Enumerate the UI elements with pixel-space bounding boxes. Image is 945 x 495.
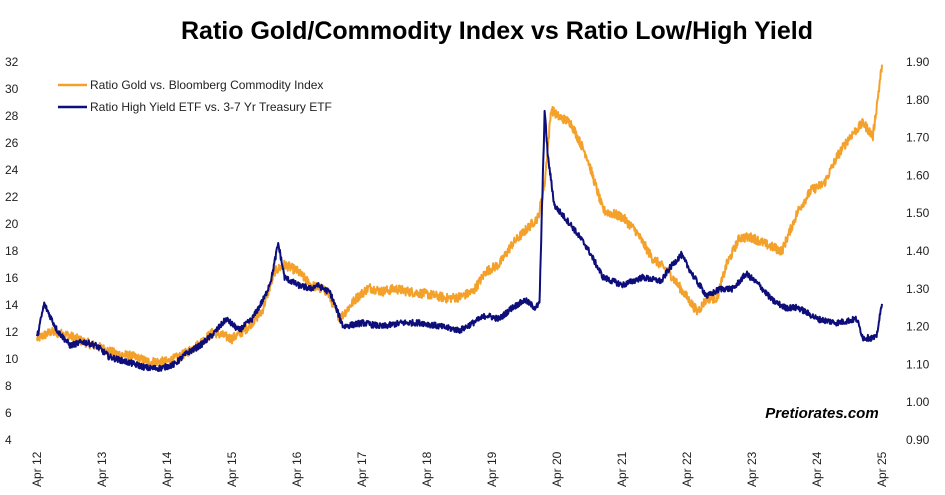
x-tick-label: Apr 21 bbox=[615, 451, 629, 487]
x-tick-label: Apr 25 bbox=[875, 451, 889, 487]
left-tick-label: 20 bbox=[5, 217, 19, 231]
right-tick-label: 1.10 bbox=[906, 357, 930, 371]
x-tick-label: Apr 22 bbox=[680, 451, 694, 487]
left-tick-label: 4 bbox=[5, 433, 12, 447]
x-tick-label: Apr 19 bbox=[485, 451, 499, 487]
legend-label-1: Ratio High Yield ETF vs. 3-7 Yr Treasury… bbox=[90, 100, 332, 114]
x-tick-label: Apr 18 bbox=[420, 451, 434, 487]
right-tick-label: 0.90 bbox=[906, 433, 930, 447]
series-line-1 bbox=[36, 109, 883, 372]
legend-label-0: Ratio Gold vs. Bloomberg Commodity Index bbox=[90, 78, 323, 92]
right-tick-label: 1.30 bbox=[906, 282, 930, 296]
x-tick-label: Apr 12 bbox=[30, 451, 44, 487]
left-tick-label: 30 bbox=[5, 82, 19, 96]
x-tick-label: Apr 17 bbox=[355, 451, 369, 487]
left-tick-label: 12 bbox=[5, 325, 19, 339]
x-tick-label: Apr 14 bbox=[160, 451, 174, 487]
x-axis: Apr 12 Apr 13 Apr 14 Apr 15 Apr 16 Apr 17 Apr … bbox=[30, 451, 889, 487]
right-tick-label: 1.90 bbox=[906, 55, 930, 69]
right-tick-label: 1.20 bbox=[906, 320, 930, 334]
left-tick-label: 32 bbox=[5, 55, 19, 69]
left-tick-label: 10 bbox=[5, 352, 19, 366]
series-layer bbox=[36, 64, 883, 372]
right-tick-label: 1.50 bbox=[906, 206, 930, 220]
x-tick-label: Apr 24 bbox=[810, 451, 824, 487]
x-tick-label: Apr 13 bbox=[95, 451, 109, 487]
right-tick-label: 1.70 bbox=[906, 131, 930, 145]
watermark-text: Pretiorates.com bbox=[765, 405, 878, 422]
x-tick-label: Apr 23 bbox=[745, 451, 759, 487]
right-tick-label: 1.80 bbox=[906, 93, 930, 107]
right-tick-label: 1.60 bbox=[906, 168, 930, 182]
x-tick-label: Apr 20 bbox=[550, 451, 564, 487]
left-tick-label: 8 bbox=[5, 379, 12, 393]
left-tick-label: 26 bbox=[5, 136, 19, 150]
left-tick-label: 24 bbox=[5, 163, 19, 177]
left-tick-label: 18 bbox=[5, 244, 19, 258]
left-tick-label: 28 bbox=[5, 109, 19, 123]
x-tick-label: Apr 16 bbox=[290, 451, 304, 487]
left-tick-label: 22 bbox=[5, 190, 19, 204]
right-axis: 0.90 1.00 1.10 1.20 1.30 1.40 1.50 1.60 1.70 1.80… bbox=[906, 55, 930, 447]
left-axis: 4 6 8 10 12 14 16 18 20 22 24 26 28 30 32 bbox=[5, 55, 19, 447]
chart-title: Ratio Gold/Commodity Index vs Ratio Low/… bbox=[181, 17, 813, 45]
right-tick-label: 1.40 bbox=[906, 244, 930, 258]
x-tick-label: Apr 15 bbox=[225, 451, 239, 487]
left-tick-label: 14 bbox=[5, 298, 19, 312]
left-tick-label: 16 bbox=[5, 271, 19, 285]
left-tick-label: 6 bbox=[5, 406, 12, 420]
right-tick-label: 1.00 bbox=[906, 395, 930, 409]
legend: Ratio Gold vs. Bloomberg Commodity Index… bbox=[58, 78, 332, 114]
